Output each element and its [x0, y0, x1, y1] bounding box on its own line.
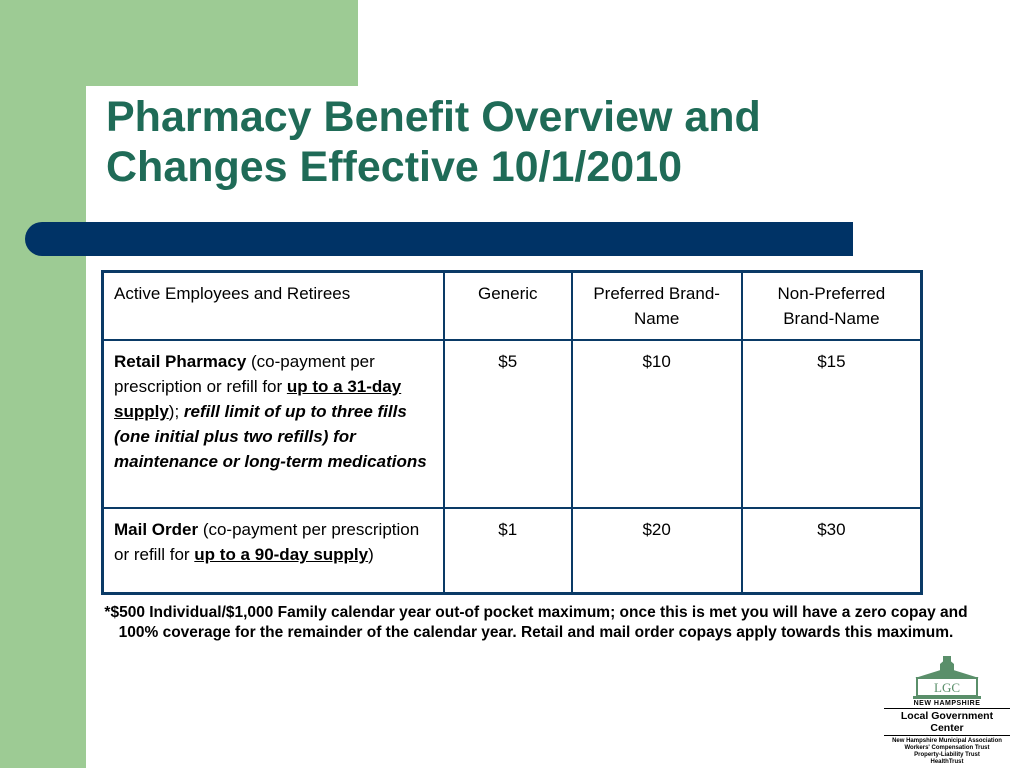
- footnote: *$500 Individual/$1,000 Family calendar …: [104, 604, 968, 641]
- header-cell-members: Active Employees and Retirees: [101, 270, 445, 341]
- town-hall-icon: LGC: [913, 656, 981, 699]
- retail-text-2: );: [168, 402, 184, 421]
- mail-text-1: (co-payment per prescription or refill f…: [114, 520, 420, 564]
- retail-label: Retail Pharmacy: [114, 352, 247, 371]
- logo-member-1: New Hampshire Municipal Association: [892, 738, 1002, 744]
- retail-preferred-copay: $10: [570, 339, 743, 509]
- logo-member-4: HealthTrust: [930, 759, 964, 765]
- logo-state: NEW HAMPSHIRE: [913, 700, 981, 707]
- retail-nonpreferred-copay: $15: [740, 339, 923, 509]
- title-divider-bar: [25, 222, 853, 256]
- mail-description-cell: Mail Order (co-payment per prescription …: [101, 507, 445, 595]
- table-row-mail: Mail Order (co-payment per prescription …: [101, 507, 923, 595]
- title-line-2: Changes Effective 10/1/2010: [106, 143, 683, 191]
- table-row-retail: Retail Pharmacy (co-payment per prescrip…: [101, 339, 923, 509]
- logo-member-2: Workers' Compensation Trust: [904, 745, 990, 751]
- title-line-1: Pharmacy Benefit Overview and: [106, 93, 761, 141]
- retail-description-cell: Retail Pharmacy (co-payment per prescrip…: [101, 339, 445, 509]
- logo-members: New Hampshire Municipal Association Work…: [884, 738, 1010, 766]
- header-cell-generic: Generic: [442, 270, 573, 341]
- slide-title: Pharmacy Benefit Overview and Changes Ef…: [106, 92, 866, 192]
- mail-supply-limit: up to a 90-day supply: [194, 545, 369, 564]
- mail-preferred-copay: $20: [570, 507, 743, 595]
- lgc-logo: LGC NEW HAMPSHIRE Local Government Cente…: [884, 654, 1010, 765]
- retail-generic-copay: $5: [442, 339, 573, 509]
- table-header-row: Active Employees and Retirees Generic Pr…: [101, 270, 923, 341]
- mail-nonpreferred-copay: $30: [740, 507, 923, 595]
- logo-member-3: Property-Liability Trust: [914, 752, 980, 758]
- retail-text-1: (co-payment per prescription or refill f…: [114, 352, 375, 396]
- retail-supply-limit: up to a 31-day supply: [114, 377, 402, 421]
- green-left-band: [0, 0, 86, 768]
- logo-initials: LGC: [934, 680, 960, 695]
- mail-generic-copay: $1: [442, 507, 573, 595]
- logo-name: Local Government Center: [884, 708, 1010, 736]
- retail-refill-limit: refill limit of up to three fills (one i…: [114, 402, 427, 471]
- header-cell-nonpreferred: Non-Preferred Brand-Name: [740, 270, 923, 341]
- header-cell-preferred: Preferred Brand-Name: [570, 270, 743, 341]
- mail-label: Mail Order: [114, 520, 199, 539]
- mail-text-2: ): [368, 545, 374, 564]
- pharmacy-benefit-table: Active Employees and Retirees Generic Pr…: [101, 270, 923, 595]
